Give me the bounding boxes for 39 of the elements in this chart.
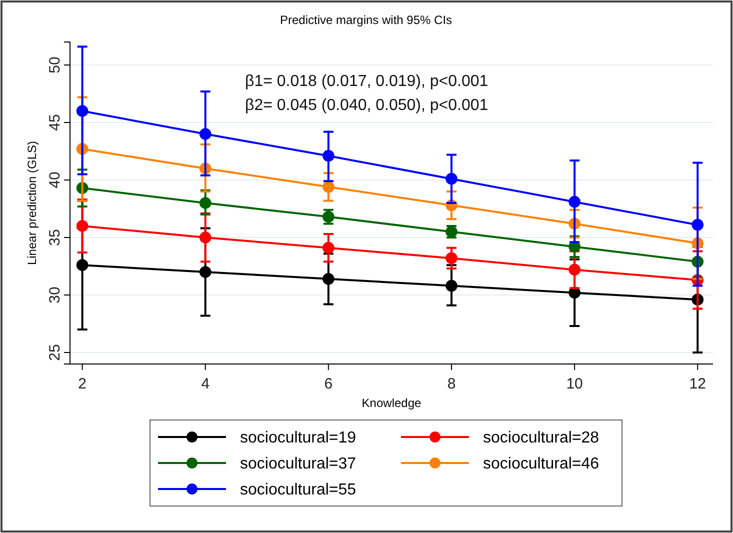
x-tick-label: 12: [689, 376, 706, 393]
y-tick-label: 25: [46, 344, 64, 361]
x-tick-label: 6: [324, 376, 333, 393]
point: [199, 232, 212, 244]
y-tick-label: 30: [46, 286, 64, 304]
point: [322, 272, 334, 285]
point: [199, 197, 212, 209]
y-tick-label: 50: [46, 56, 64, 74]
point: [199, 128, 212, 140]
y-axis-title: Linear prediction (GLS): [25, 140, 39, 266]
legend-label: sociocultural=37: [240, 456, 356, 473]
point: [446, 252, 458, 264]
point: [446, 172, 458, 185]
x-tick-label: 4: [201, 376, 210, 393]
point: [446, 280, 458, 292]
legend-label: sociocultural=55: [240, 482, 356, 499]
point: [322, 180, 334, 193]
y-tick-label: 40: [46, 172, 64, 188]
legend-label: sociocultural=28: [483, 430, 600, 447]
chart-title: Predictive margins with 95% CIs: [280, 13, 452, 27]
legend-label: sociocultural=46: [483, 456, 600, 473]
x-tick-label: 10: [566, 376, 583, 393]
point: [692, 218, 704, 231]
point: [199, 266, 212, 278]
point: [76, 105, 88, 117]
legend-label: sociocultural=19: [240, 430, 356, 447]
point: [322, 242, 334, 254]
x-axis-title: Knowledge: [362, 396, 422, 410]
x-tick-label: 2: [78, 376, 86, 393]
point: [76, 220, 88, 232]
y-tick-label: 35: [46, 229, 64, 246]
annotation: β2= 0.045 (0.040, 0.050), p<0.001: [245, 97, 488, 114]
annotation: β1= 0.018 (0.017, 0.019), p<0.001: [245, 73, 488, 90]
point: [322, 150, 334, 162]
point: [568, 264, 580, 276]
x-tick-label: 8: [447, 376, 456, 393]
y-tick-label: 45: [46, 114, 64, 131]
point: [568, 196, 580, 208]
point: [76, 259, 88, 272]
